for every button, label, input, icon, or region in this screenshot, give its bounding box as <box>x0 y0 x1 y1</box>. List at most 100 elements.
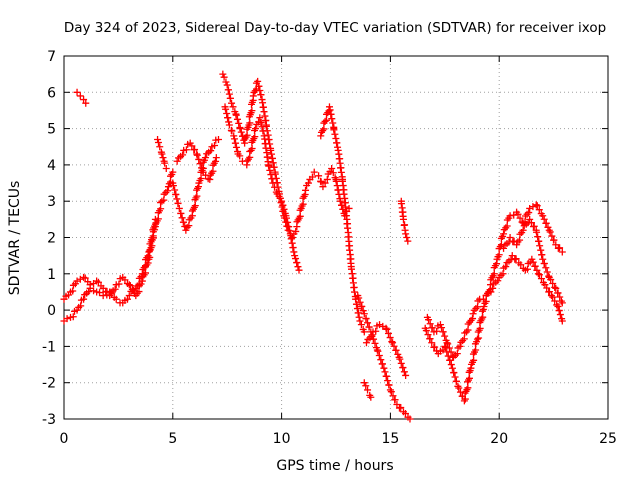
data-point <box>500 244 508 252</box>
data-point-fill <box>268 155 276 163</box>
data-point <box>169 168 177 176</box>
data-point-fill <box>455 384 463 392</box>
data-point-fill <box>499 270 507 278</box>
data-point-fill <box>487 288 495 296</box>
data-point-fill <box>555 306 563 314</box>
data-point-fill <box>343 220 351 228</box>
data-point <box>360 328 368 336</box>
data-point-fill <box>169 182 177 190</box>
data-point-fill <box>224 86 232 94</box>
data-point-fill <box>191 145 199 153</box>
data-point-fill <box>387 388 395 396</box>
data-point-fill <box>445 344 453 352</box>
data-point-fill <box>96 289 104 297</box>
data-point-fill <box>540 260 548 268</box>
data-points <box>60 70 566 423</box>
data-point-fill <box>268 150 276 158</box>
data-point-fill <box>550 236 558 244</box>
data-point-fill <box>433 327 441 335</box>
data-point-fill <box>494 277 502 285</box>
data-point-fill <box>351 288 359 296</box>
data-point-fill <box>257 91 265 99</box>
data-point-fill <box>225 90 233 98</box>
data-point-fill <box>444 340 452 348</box>
data-point-fill <box>448 364 456 372</box>
data-point-fill <box>257 119 265 127</box>
data-point-fill <box>149 232 157 240</box>
data-point-fill <box>161 159 169 167</box>
data-point <box>315 172 323 180</box>
data-point-fill <box>358 302 366 310</box>
data-point-fill <box>172 191 180 199</box>
axis-ticks: 0 5 10 15 20 25 -3 -2 -1 0 1 2 3 4 5 6 7 <box>42 49 617 447</box>
data-point-fill <box>354 309 362 317</box>
data-point-fill <box>332 135 340 143</box>
data-point-fill <box>157 205 165 213</box>
data-point-fill <box>479 313 487 321</box>
x-tick-label: 10 <box>273 431 291 447</box>
data-point <box>508 252 516 260</box>
data-point-fill <box>270 163 278 171</box>
data-point-fill <box>212 157 220 165</box>
data-point-fill <box>523 265 531 273</box>
data-point-fill <box>516 230 524 238</box>
data-point <box>106 292 114 300</box>
data-point-fill <box>372 327 380 335</box>
data-point-fill <box>422 327 430 335</box>
data-point-fill <box>400 221 408 229</box>
y-tick-label: 2 <box>47 231 56 247</box>
data-point-fill <box>344 233 352 241</box>
data-point-fill <box>193 151 201 159</box>
data-point-fill <box>551 297 559 305</box>
data-point-fill <box>355 294 363 302</box>
data-point <box>552 241 560 249</box>
data-point-fill <box>289 244 297 252</box>
data-point-fill <box>178 214 186 222</box>
data-point-fill <box>551 283 559 291</box>
data-point-fill <box>192 194 200 202</box>
data-point-fill <box>320 125 328 133</box>
data-point <box>236 125 244 133</box>
data-point-fill <box>224 114 232 122</box>
data-point-fill <box>333 139 341 147</box>
data-point-fill <box>347 265 355 273</box>
data-point <box>162 165 170 173</box>
data-point-fill <box>356 298 364 306</box>
data-point <box>428 339 436 347</box>
data-point-fill <box>438 324 446 332</box>
data-point-fill <box>346 246 354 254</box>
data-point-fill <box>323 116 331 124</box>
data-point-fill <box>173 195 181 203</box>
data-point-fill <box>69 287 77 295</box>
y-tick-label: 5 <box>47 122 56 138</box>
data-point-fill <box>233 115 241 123</box>
data-point-fill <box>510 237 518 245</box>
data-point-fill <box>225 118 233 126</box>
data-point <box>267 146 275 154</box>
data-point-fill <box>478 307 486 315</box>
data-point-fill <box>362 315 370 323</box>
data-point <box>402 230 410 238</box>
data-point <box>552 284 560 292</box>
data-point-fill <box>198 164 206 172</box>
data-point-fill <box>349 274 357 282</box>
data-point-fill <box>284 218 292 226</box>
data-point <box>336 197 344 205</box>
data-point <box>223 81 231 89</box>
data-point-fill <box>63 315 71 323</box>
data-point <box>156 143 164 151</box>
data-point-fill <box>331 130 339 138</box>
data-point-fill <box>495 251 503 259</box>
data-point-fill <box>115 280 123 288</box>
y-tick-label: 4 <box>47 158 56 174</box>
data-point-fill <box>231 139 239 147</box>
data-point <box>317 132 325 140</box>
data-point-fill <box>345 242 353 250</box>
data-point-fill <box>280 205 288 213</box>
data-point-fill <box>261 140 269 148</box>
data-point-fill <box>185 222 193 230</box>
data-point-fill <box>265 162 273 170</box>
data-point-fill <box>428 324 436 332</box>
data-point <box>125 292 133 300</box>
